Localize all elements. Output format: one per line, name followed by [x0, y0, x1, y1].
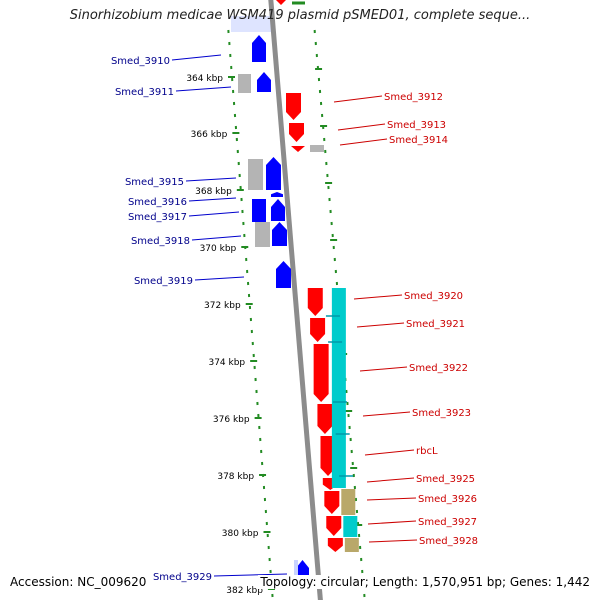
gene-forward	[252, 199, 266, 222]
gene-label-right: Smed_3926	[418, 494, 477, 505]
axis-tick-label: 380 kbp	[222, 529, 259, 539]
gene-label-right: Smed_3912	[384, 92, 443, 103]
gene-label-leader	[354, 295, 402, 299]
gene-label-right: Smed_3927	[418, 517, 477, 528]
gene-forward	[272, 222, 287, 246]
axis-tick-label: 376 kbp	[213, 415, 250, 425]
gene-label-left: Smed_3911	[115, 87, 174, 98]
axis-tick-label: 370 kbp	[200, 244, 237, 254]
gene-label-leader	[189, 198, 236, 201]
gene-forward	[271, 199, 285, 221]
gene-label-right: Smed_3914	[389, 135, 448, 146]
gene-label-leader	[368, 521, 416, 524]
gene-label-right: Smed_3928	[419, 536, 478, 547]
axis-tick-label: 378 kbp	[217, 472, 254, 482]
gene-label-leader	[357, 323, 404, 327]
gene-reverse	[317, 404, 332, 434]
gene-label-left: Smed_3917	[128, 212, 187, 223]
gene-reverse	[328, 538, 343, 552]
gene-label-leader	[172, 55, 221, 60]
gene-label-right: Smed_3925	[416, 474, 475, 485]
axis-tick-label: 366 kbp	[191, 130, 228, 140]
gene-label-leader	[195, 277, 244, 280]
gene-band-olive	[345, 538, 359, 552]
gene-reverse	[310, 318, 325, 342]
axis-tick-label: 368 kbp	[195, 187, 232, 197]
gene-pseudo	[248, 159, 263, 190]
gene-label-right: Smed_3922	[409, 363, 468, 374]
gene-label-left: Smed_3919	[134, 276, 193, 287]
axis-tick-label: 372 kbp	[204, 301, 241, 311]
gene-label-leader	[360, 367, 407, 371]
gene-reverse	[291, 146, 305, 152]
gene-forward	[252, 35, 266, 62]
gene-label-leader	[192, 236, 241, 240]
axis-tick-label: 364 kbp	[186, 74, 223, 84]
gene-reverse	[286, 93, 301, 120]
gene-pseudo	[238, 74, 251, 93]
accession-text: Accession: NC_009620	[8, 575, 148, 589]
gene-reverse	[276, 0, 286, 5]
gene-label-leader	[186, 178, 236, 181]
gene-label-leader	[367, 498, 416, 500]
gene-band-olive	[341, 489, 355, 515]
gene-band-cyan	[332, 288, 346, 488]
axis-tick-label: 374 kbp	[208, 358, 245, 368]
gene-label-leader	[338, 124, 385, 130]
gene-label-right: rbcL	[416, 446, 438, 457]
gene-label-leader	[363, 412, 410, 416]
gene-reverse	[326, 516, 341, 536]
gene-label-left: Smed_3929	[153, 572, 212, 583]
gene-pseudo	[310, 145, 324, 152]
gene-pseudo	[255, 222, 270, 247]
gene-reverse	[308, 288, 323, 316]
gene-forward	[257, 72, 271, 92]
summary-text: Topology: circular; Length: 1,570,951 bp…	[258, 575, 592, 589]
gene-label-left: Smed_3910	[111, 56, 170, 67]
gene-reverse	[324, 491, 339, 514]
gene-label-left: Smed_3915	[125, 177, 184, 188]
gene-band-cyan	[343, 516, 357, 537]
gene-label-leader	[189, 212, 239, 216]
map-title: Sinorhizobium medicae WSM419 plasmid pSM…	[0, 8, 600, 23]
gene-label-leader	[365, 450, 414, 455]
gene-label-right: Smed_3920	[404, 291, 463, 302]
gene-label-leader	[334, 96, 382, 102]
gene-forward	[276, 261, 291, 288]
gene-label-leader	[369, 540, 417, 542]
gene-label-right: Smed_3923	[412, 408, 471, 419]
gene-reverse	[314, 344, 329, 402]
gene-forward	[271, 192, 283, 197]
gene-label-leader	[340, 139, 387, 145]
gene-label-right: Smed_3913	[387, 120, 446, 131]
gene-label-left: Smed_3918	[131, 236, 190, 247]
gene-label-leader	[367, 478, 414, 482]
gene-label-leader	[176, 87, 231, 91]
gene-forward	[266, 157, 281, 190]
gene-label-right: Smed_3921	[406, 319, 465, 330]
gene-reverse	[289, 123, 304, 142]
gene-label-left: Smed_3916	[128, 197, 187, 208]
